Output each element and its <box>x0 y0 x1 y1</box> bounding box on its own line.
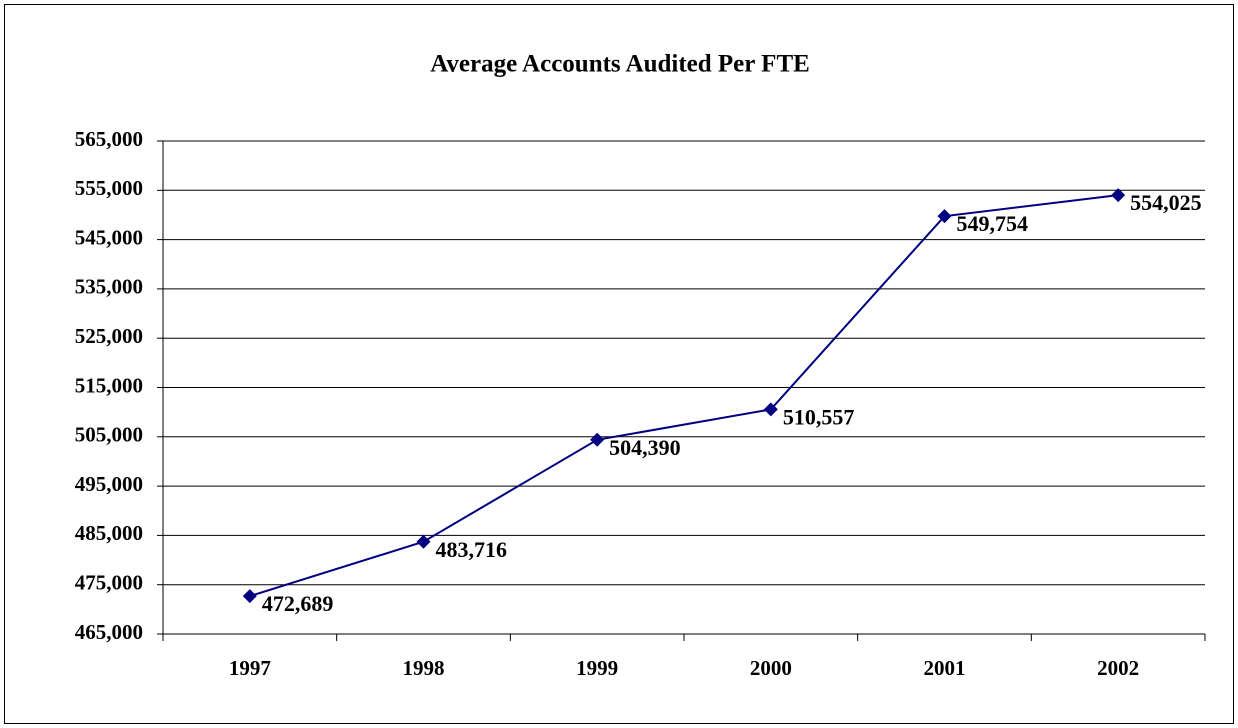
chart-title: Average Accounts Audited Per FTE <box>430 51 810 78</box>
y-tick-label: 485,000 <box>75 521 143 545</box>
marker <box>763 402 778 417</box>
marker <box>1111 188 1126 203</box>
y-tick-label: 505,000 <box>75 423 143 447</box>
y-tick-label: 545,000 <box>75 225 143 249</box>
marker <box>416 534 431 549</box>
x-tick-label: 1998 <box>403 656 445 680</box>
data-label: 483,716 <box>436 537 508 562</box>
data-label: 504,390 <box>609 435 681 460</box>
y-tick-label: 555,000 <box>75 176 143 200</box>
y-tick-label: 565,000 <box>75 127 143 151</box>
y-tick-label: 495,000 <box>75 472 143 496</box>
y-tick-label: 465,000 <box>75 620 143 644</box>
line <box>249 194 1119 598</box>
y-tick-label: 475,000 <box>75 571 143 595</box>
y-tick-label: 525,000 <box>75 324 143 348</box>
y-tick-label: 515,000 <box>75 373 143 397</box>
x-tick-label: 2001 <box>924 656 966 680</box>
x-tick-label: 1999 <box>576 656 618 680</box>
x-tick-label: 1997 <box>229 656 271 680</box>
data-label: 510,557 <box>783 404 855 429</box>
data-label: 554,025 <box>1130 190 1202 215</box>
y-tick-label: 535,000 <box>75 275 143 299</box>
marker <box>242 589 257 604</box>
chart-border <box>4 4 1234 724</box>
x-tick-label: 2000 <box>750 656 792 680</box>
data-label: 549,754 <box>957 211 1029 236</box>
marker <box>590 432 605 447</box>
x-tick-label: 2002 <box>1097 656 1139 680</box>
data-label: 472,689 <box>262 591 334 616</box>
marker <box>937 209 952 224</box>
